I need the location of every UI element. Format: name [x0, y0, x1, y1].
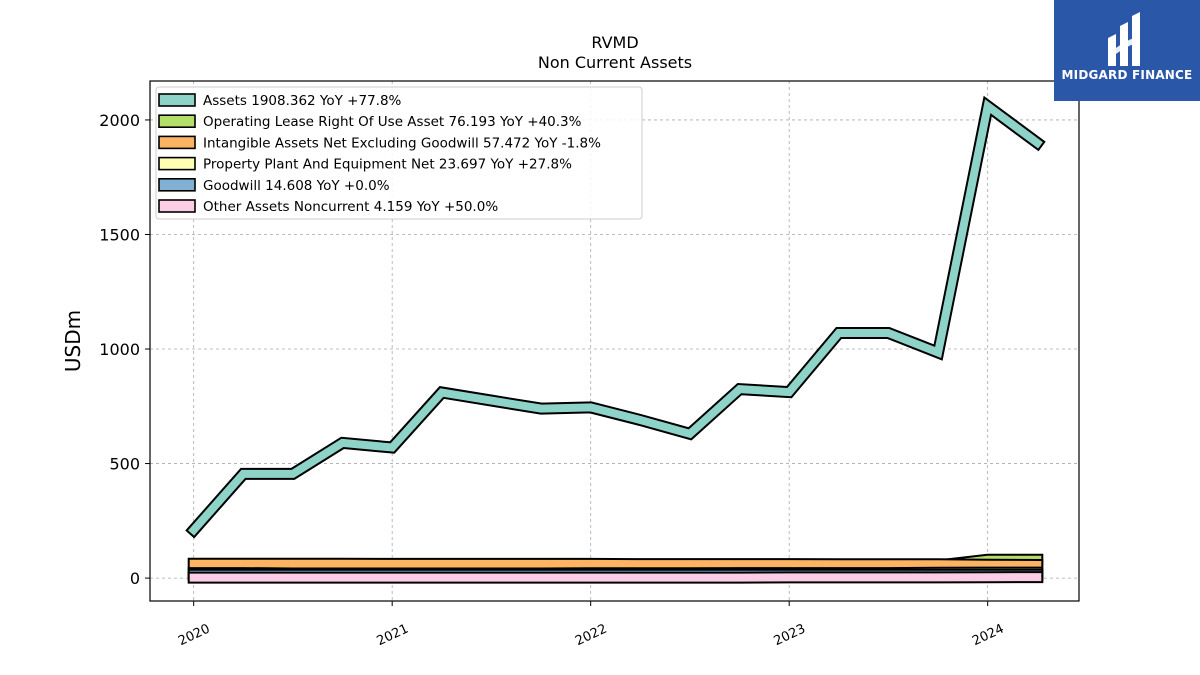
series-5 — [187, 571, 1044, 584]
legend: Assets 1908.362 YoY +77.8% Operating Leas… — [155, 86, 643, 220]
x-axis: 2020 2021 2022 2023 2024 — [176, 601, 1006, 649]
legend-swatch — [158, 156, 196, 171]
x-tick-label: 2023 — [772, 622, 808, 650]
series-line — [189, 559, 1042, 570]
plot-frame — [149, 80, 1080, 602]
midgard-logo-icon — [1108, 12, 1140, 66]
legend-swatch — [158, 178, 196, 192]
x-tick-label: 2022 — [573, 622, 609, 650]
y-tick-label: 500 — [109, 455, 140, 474]
y-axis: 0 500 1000 1500 2000 — [99, 111, 150, 588]
logo-text: MIDGARD FINANCE — [1061, 68, 1193, 82]
y-tick-label: 2000 — [99, 111, 140, 130]
legend-entry: Goodwill 14.608 YoY +0.0% — [203, 178, 390, 194]
legend-swatch — [158, 114, 196, 128]
midgard-finance-logo: MIDGARD FINANCE — [1054, 0, 1200, 101]
chart-title: RVMD — [591, 33, 638, 52]
x-tick-label: 2020 — [176, 622, 212, 650]
legend-entry: Other Assets Noncurrent 4.159 YoY +50.0% — [203, 199, 498, 215]
series-layer — [185, 95, 1046, 584]
legend-entry: Assets 1908.362 YoY +77.8% — [203, 93, 402, 109]
x-tick-label: 2024 — [970, 622, 1006, 650]
chart-subtitle: Non Current Assets — [538, 53, 692, 72]
y-axis-label: USDm — [61, 310, 85, 372]
legend-swatch — [158, 93, 196, 107]
y-tick-label: 1000 — [99, 340, 140, 359]
x-tick-label: 2021 — [375, 622, 411, 650]
series-line — [189, 573, 1042, 582]
legend-box — [155, 86, 643, 220]
legend-swatch — [158, 135, 196, 150]
y-tick-label: 0 — [130, 569, 140, 588]
series-line — [188, 99, 1043, 536]
legend-entry: Intangible Assets Net Excluding Goodwill… — [203, 135, 601, 151]
legend-swatch — [158, 199, 196, 213]
series-0 — [185, 95, 1046, 539]
legend-entry: Property Plant And Equipment Net 23.697 … — [203, 157, 572, 173]
series-2 — [187, 557, 1044, 572]
legend-entry: Operating Lease Right Of Use Asset 76.19… — [203, 114, 582, 130]
y-tick-label: 1500 — [99, 225, 140, 244]
